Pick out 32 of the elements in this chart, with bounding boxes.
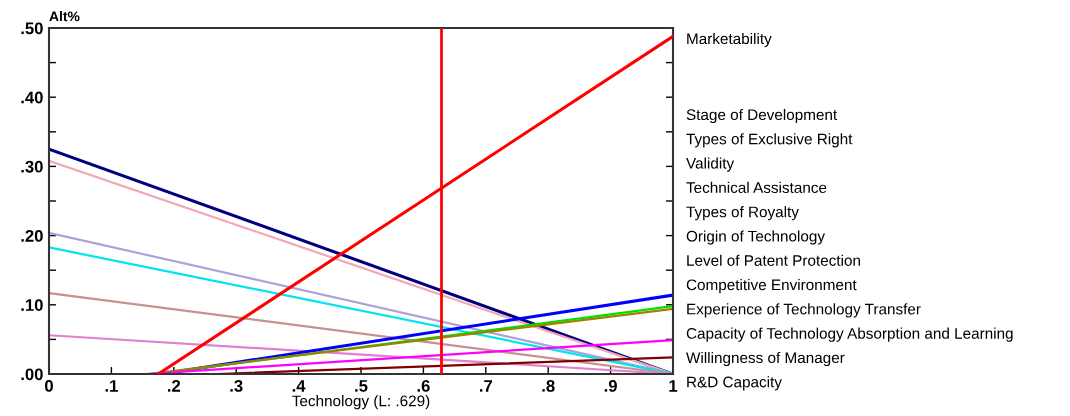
text: Technical Assistance (686, 181, 827, 193)
text: Capacity of Technology Absorption and Learning (686, 327, 1013, 342)
x-axis-title: Technology (L: .629) (292, 395, 430, 410)
y-tick-label: .20 (21, 230, 43, 242)
text: Stage of Development (686, 108, 838, 124)
x-tick-label: .5 (355, 380, 368, 392)
y-axis-title: Alt% (49, 11, 80, 22)
y-tick-label: .00 (21, 368, 43, 381)
text: Level of Patent Protection (687, 254, 860, 266)
y-tick-label: .50 (21, 22, 43, 35)
x-tick-label: 1 (669, 380, 678, 392)
x-tick-label: .4 (292, 380, 306, 392)
x-tick-label: .8 (542, 380, 555, 392)
y-tick-label: .30 (21, 160, 43, 173)
x-tick-label: .1 (105, 380, 118, 392)
x-tick-label: 0 (45, 380, 53, 392)
x-tick-label: .6 (417, 380, 430, 392)
text: Types of Exclusive Right (686, 133, 853, 148)
text: Experience of Technology Transfer (687, 303, 921, 318)
text: Competitive Environment (686, 278, 857, 294)
x-tick-label: .7 (479, 380, 493, 392)
x-tick-label: .3 (230, 380, 243, 392)
text: Marketability (687, 32, 772, 48)
y-tick-label: .40 (21, 91, 43, 104)
text: Types of Royalty (686, 206, 799, 221)
text: Origin of Technology (686, 230, 825, 245)
text: Willingness of Manager (686, 351, 845, 367)
x-tick-label: .9 (604, 380, 617, 392)
text: R&D Capacity (687, 376, 782, 391)
text: Validity (686, 157, 735, 172)
x-tick-label: .2 (167, 380, 181, 392)
y-tick-label: .10 (21, 299, 43, 311)
